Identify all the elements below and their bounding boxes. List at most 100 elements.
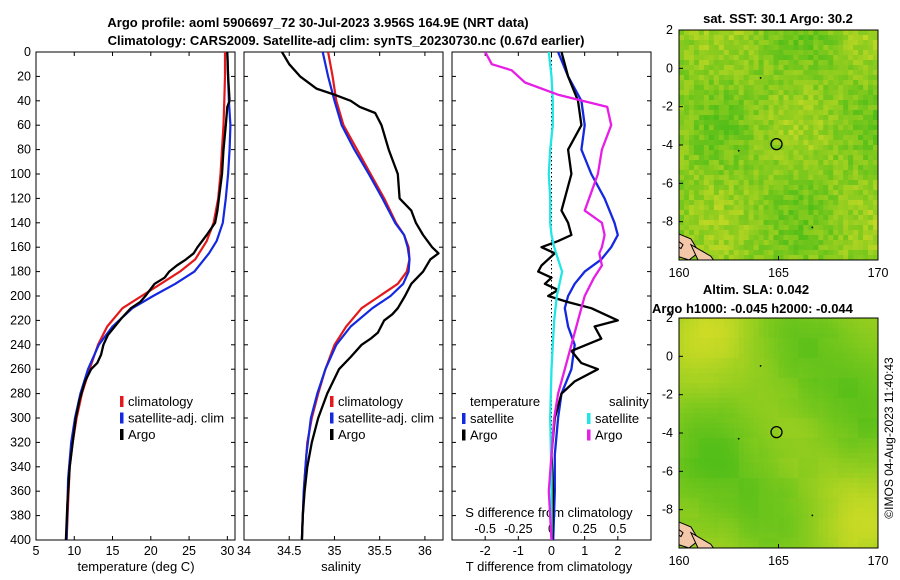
sst-map-cell (758, 145, 764, 151)
sst-map-cell (698, 215, 705, 221)
sst-map-cell (698, 240, 705, 246)
sst-map-cell (718, 150, 725, 156)
y-tick-label-340: 340 (10, 460, 31, 474)
sla-map-cell (773, 368, 779, 374)
sst-map-cell (708, 175, 715, 181)
sst-map-cell (833, 185, 839, 191)
sla-map-cell (683, 518, 690, 524)
sla-map-cell (773, 393, 779, 399)
sla-map-cell (738, 428, 745, 434)
sla-map-cell (823, 503, 829, 509)
temperature-difference-x-tick-label-0: 0 (548, 544, 555, 558)
sst-map-cell (758, 215, 764, 221)
sst-map-cell (693, 130, 700, 136)
sla-map-cell (703, 323, 710, 329)
sst-map-cell (833, 90, 839, 96)
sst-map-cell (738, 100, 745, 106)
sst-map-cell (848, 115, 854, 121)
sst-map-cell (728, 130, 735, 136)
sst-map-cell (718, 120, 725, 126)
sla-map-cell (738, 473, 745, 479)
sst-map-cell (753, 235, 760, 241)
sst-map-cell (848, 40, 854, 46)
sla-map-cell (718, 468, 725, 474)
sst-map-cell (713, 195, 720, 201)
sst-map-cell (813, 70, 819, 76)
sla-map-cell (763, 543, 769, 548)
sst-map-cell (833, 105, 839, 111)
sla-map-cell (813, 333, 819, 339)
temperature-legend-argo-label: Argo (128, 427, 155, 442)
sla-map-cell (718, 533, 725, 539)
sst-map-cell (843, 65, 849, 71)
sla-map-cell (818, 363, 824, 369)
sst-map-cell (758, 100, 764, 106)
sla-map-cell (768, 383, 774, 389)
sst-map-cell (788, 195, 794, 201)
sla-map-cell (768, 363, 774, 369)
sla-map-cell (738, 448, 745, 454)
sla-map-cell (868, 443, 874, 449)
sla-map-cell (833, 448, 839, 454)
salinity-profile-panel: 34 34.5 35 35.5 36salinityclimatologysatelli… (237, 51, 444, 574)
sla-map-cell (778, 503, 784, 509)
sst-map-cell (798, 55, 804, 61)
sla-map-cell (848, 433, 854, 439)
sla-map-cell (718, 338, 725, 344)
y-tick-label-300: 300 (10, 411, 31, 425)
sst-map-cell (688, 130, 695, 136)
sst-map-cell (778, 240, 784, 246)
sla-map-cell (783, 428, 789, 434)
sst-map-cell (863, 135, 869, 141)
sla-map-cell (723, 388, 730, 394)
sla-map-cell (838, 478, 844, 484)
sla-map-cell (733, 378, 740, 384)
sst-map-cell (863, 165, 869, 171)
sst-map-cell (778, 150, 784, 156)
sst-map-cell (698, 135, 705, 141)
sst-map-cell (693, 100, 700, 106)
sla-map-cell (803, 383, 809, 389)
sla-map-cell (713, 513, 720, 519)
sst-map-cell (763, 180, 769, 186)
sst-map-cell (693, 70, 700, 76)
sst-map-cell (758, 45, 764, 51)
sst-map-cell (808, 185, 814, 191)
sla-map-cell (868, 388, 874, 394)
sst-map-cell (773, 140, 779, 146)
sla-map-cell (773, 543, 779, 548)
sla-map-cell (828, 398, 834, 404)
sst-map-cell (713, 125, 720, 131)
sst-map-cell (688, 75, 695, 81)
sla-map-cell (758, 328, 764, 334)
sst-map-cell (858, 250, 864, 256)
sst-map-cell (713, 250, 720, 256)
sst-map-cell (748, 220, 755, 226)
sst-map-cell (693, 225, 700, 231)
sst-map-cell (753, 150, 760, 156)
sla-map-cell (828, 448, 834, 454)
sla-map-cell (793, 373, 799, 379)
sla-map-cell (743, 428, 750, 434)
sla-map-cell (838, 533, 844, 539)
sla-map-cell (843, 413, 849, 419)
sla-map-cell (708, 358, 715, 364)
sst-map-cell (703, 90, 710, 96)
sst-map-cell (793, 45, 799, 51)
sla-map-cell (753, 318, 760, 324)
sla-map-cell (768, 378, 774, 384)
sst-map-cell (698, 105, 705, 111)
sst-map-cell (783, 145, 789, 151)
sla-map-cell (808, 518, 814, 524)
sla-map-cell (803, 358, 809, 364)
sla-map-cell (813, 543, 819, 548)
sst-map-cell (788, 95, 794, 101)
sla-map-cell (798, 343, 804, 349)
sst-map-cell (838, 145, 844, 151)
sst-map-cell (758, 135, 764, 141)
sla-map-cell (733, 333, 740, 339)
sst-map-cell (868, 205, 874, 211)
sst-map-cell (718, 95, 725, 101)
sst-map-cell (783, 195, 789, 201)
sla-map-cell (778, 528, 784, 534)
